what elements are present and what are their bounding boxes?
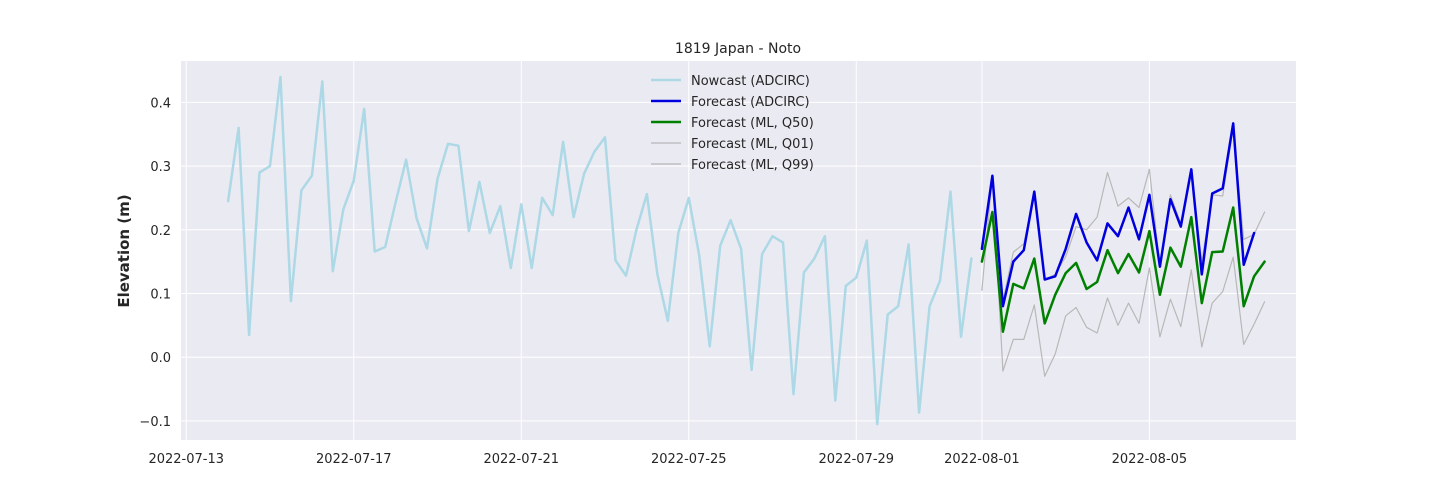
series-line-2 [980,206,1266,333]
x-tick-label: 2022-07-25 [651,452,727,467]
y-tick-label: 0.0 [150,351,171,366]
legend-label: Forecast (ML, Q01) [691,137,814,152]
x-axis: 2022-07-13 2022-07-17 2022-07-21 2022-07-25… [148,452,1187,467]
y-tick-label: 0.3 [150,160,171,175]
x-tick-label: 2022-07-29 [819,452,895,467]
grid [181,61,1296,440]
series-line-3 [981,175,1266,377]
legend-label: Forecast (ADCIRC) [691,95,810,110]
y-axis-label: Elevation (m) [115,194,133,307]
legend: Nowcast (ADCIRC) Forecast (ADCIRC) Forecas… [651,74,814,173]
legend-label: Forecast (ML, Q50) [691,116,814,131]
y-axis: −0.1 0.0 0.1 0.2 0.3 0.4 [139,96,171,429]
x-tick-label: 2022-08-05 [1112,452,1188,467]
series-layer [226,75,1266,426]
x-tick-label: 2022-07-21 [483,452,559,467]
x-tick-label: 2022-08-01 [944,452,1020,467]
chart-title: 1819 Japan - Noto [675,41,801,57]
series-line-0 [226,75,973,426]
y-tick-label: 0.1 [150,287,171,302]
x-tick-label: 2022-07-17 [316,452,392,467]
y-tick-label: −0.1 [139,415,171,430]
y-tick-label: 0.4 [150,96,171,111]
legend-label: Nowcast (ADCIRC) [691,74,810,89]
legend-label: Forecast (ML, Q99) [691,158,814,173]
plot-background [181,61,1296,440]
y-tick-label: 0.2 [150,224,171,239]
x-tick-label: 2022-07-13 [148,452,224,467]
series-line-1 [980,122,1256,308]
